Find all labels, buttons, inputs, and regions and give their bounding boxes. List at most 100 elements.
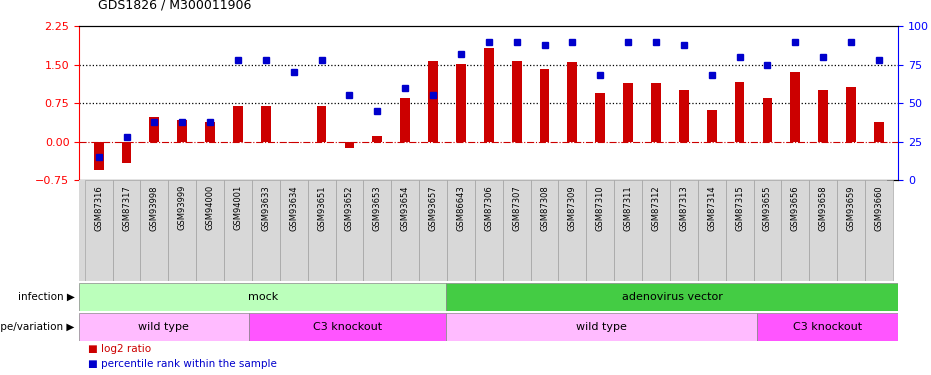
Bar [391,180,419,281]
Bar [141,180,169,281]
Bar [224,180,252,281]
Text: GSM93653: GSM93653 [372,185,382,231]
Text: infection ▶: infection ▶ [18,292,74,302]
Bar [169,180,196,281]
Bar [725,180,753,281]
Bar [503,180,531,281]
Bar [372,136,383,142]
Text: GSM87313: GSM87313 [680,185,688,231]
Bar [846,87,856,142]
Bar [568,62,577,142]
Bar [697,180,725,281]
Text: GSM93657: GSM93657 [428,185,438,231]
Text: ■ log2 ratio: ■ log2 ratio [88,344,152,354]
Bar [249,313,446,341]
Bar [837,180,865,281]
Bar [419,180,447,281]
Bar [150,117,159,142]
Text: GSM94000: GSM94000 [206,185,215,230]
Bar [484,48,493,142]
Bar [363,180,391,281]
Bar [307,180,335,281]
Text: GSM87315: GSM87315 [735,185,744,231]
Bar [753,180,781,281]
Text: adenovirus vector: adenovirus vector [622,292,722,302]
Bar [614,180,642,281]
Text: GSM93652: GSM93652 [345,185,354,231]
Text: GSM93656: GSM93656 [790,185,800,231]
Bar [447,180,475,281]
Bar [252,180,280,281]
Text: wild type: wild type [139,322,189,332]
Bar [651,82,661,142]
Bar [670,180,697,281]
Bar [679,90,689,142]
Text: GSM87307: GSM87307 [512,185,521,231]
Bar [428,61,438,142]
Bar [79,313,249,341]
Text: ■ percentile rank within the sample: ■ percentile rank within the sample [88,359,277,369]
Bar [196,180,224,281]
Bar [85,180,113,281]
Bar [261,106,271,142]
Bar [113,180,141,281]
Bar [818,90,828,142]
Text: GSM87317: GSM87317 [122,185,131,231]
Bar [595,93,605,142]
Bar [642,180,670,281]
Text: GSM93651: GSM93651 [317,185,326,231]
Text: GSM93999: GSM93999 [178,185,187,230]
Text: GSM87311: GSM87311 [624,185,632,231]
Text: GSM86643: GSM86643 [456,185,466,231]
Bar [317,106,327,142]
Text: GSM93633: GSM93633 [262,185,270,231]
Bar [790,72,800,142]
Bar [94,142,103,170]
Bar [587,180,614,281]
Text: GSM87306: GSM87306 [484,185,493,231]
Bar [335,180,363,281]
Bar [874,122,884,142]
Bar [400,98,410,142]
Text: GDS1826 / M300011906: GDS1826 / M300011906 [98,0,251,11]
Text: GSM87312: GSM87312 [652,185,660,231]
Bar [280,180,307,281]
Text: GSM93634: GSM93634 [290,185,298,231]
Text: GSM93654: GSM93654 [400,185,410,231]
Bar [707,110,717,142]
Bar [456,64,466,142]
Text: GSM93658: GSM93658 [818,185,828,231]
Bar [446,313,757,341]
Bar [762,98,773,142]
Text: GSM87309: GSM87309 [568,185,577,231]
Bar [122,142,131,163]
Bar [344,142,355,148]
Bar [205,122,215,142]
Bar [79,283,446,311]
Text: GSM87310: GSM87310 [596,185,605,231]
Bar [178,120,187,142]
Bar [446,283,898,311]
Bar [781,180,809,281]
Text: GSM87316: GSM87316 [94,185,103,231]
Text: wild type: wild type [576,322,627,332]
Text: GSM87314: GSM87314 [708,185,716,231]
Text: C3 knockout: C3 knockout [793,322,862,332]
Bar [757,313,898,341]
Bar [531,180,559,281]
Bar [233,106,243,142]
Text: GSM87308: GSM87308 [540,185,549,231]
Text: C3 knockout: C3 knockout [313,322,382,332]
Text: GSM93659: GSM93659 [846,185,856,231]
Bar [559,180,587,281]
Bar [512,61,521,142]
Text: GSM93998: GSM93998 [150,185,159,231]
Bar [735,82,745,142]
Text: GSM94001: GSM94001 [234,185,242,230]
Bar [865,180,893,281]
Text: GSM93660: GSM93660 [874,185,884,231]
Bar [623,82,633,142]
Text: GSM93655: GSM93655 [762,185,772,231]
Text: genotype/variation ▶: genotype/variation ▶ [0,322,74,332]
Bar [809,180,837,281]
